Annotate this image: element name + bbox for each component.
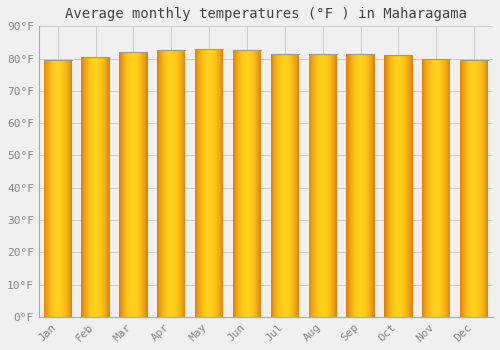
Title: Average monthly temperatures (°F ) in Maharagama: Average monthly temperatures (°F ) in Ma… — [65, 7, 467, 21]
